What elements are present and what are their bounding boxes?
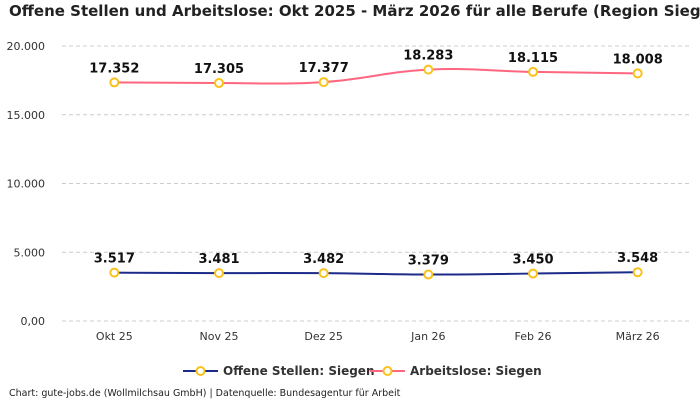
data-label: 18.115 — [508, 51, 558, 66]
data-point-marker — [632, 267, 643, 278]
data-label: 18.283 — [403, 49, 453, 64]
x-tick-label: Jan 26 — [410, 330, 445, 343]
data-point-marker — [528, 268, 538, 279]
data-point-marker — [109, 267, 120, 278]
data-point-marker — [214, 268, 224, 279]
y-tick-label: 5.000 — [14, 246, 46, 259]
data-label: 17.377 — [299, 61, 349, 76]
data-point-marker — [214, 78, 224, 89]
legend-label: Arbeitslose: Siegen — [410, 364, 542, 378]
x-tick-label: Okt 25 — [96, 330, 133, 343]
x-tick-label: März 26 — [616, 330, 660, 343]
chart-title: Offene Stellen und Arbeitslose: Okt 2025… — [9, 2, 700, 20]
data-label: 3.379 — [408, 254, 449, 269]
x-tick-label: Dez 25 — [304, 330, 343, 343]
data-label: 3.481 — [198, 252, 239, 267]
data-label: 18.008 — [613, 52, 663, 67]
data-point-marker — [109, 77, 120, 88]
y-tick-label: 20.000 — [7, 40, 46, 53]
series-line — [114, 68, 638, 85]
legend-marker — [195, 366, 206, 376]
data-label: 3.517 — [94, 252, 135, 267]
data-point-marker — [632, 68, 643, 79]
y-tick-label: 10.000 — [7, 178, 46, 191]
data-label: 3.450 — [512, 253, 553, 268]
data-point-marker — [318, 77, 329, 88]
data-label: 17.305 — [194, 62, 244, 77]
data-point-marker — [423, 64, 434, 75]
legend-label: Offene Stellen: Siegen — [223, 364, 375, 378]
legend-marker — [382, 366, 393, 376]
data-label: 3.548 — [617, 251, 658, 266]
data-point-marker — [423, 269, 434, 280]
y-tick-label: 0,00 — [21, 315, 46, 328]
x-tick-label: Nov 25 — [200, 330, 239, 343]
data-label: 17.352 — [89, 61, 139, 76]
data-point-marker — [528, 66, 538, 77]
x-tick-label: Feb 26 — [515, 330, 552, 343]
series-line — [114, 271, 638, 276]
data-label: 3.482 — [303, 252, 344, 267]
chart-credit: Chart: gute-jobs.de (Wollmilchsau GmbH) … — [9, 388, 401, 399]
data-point-marker — [318, 268, 329, 279]
y-tick-label: 15.000 — [7, 109, 46, 122]
